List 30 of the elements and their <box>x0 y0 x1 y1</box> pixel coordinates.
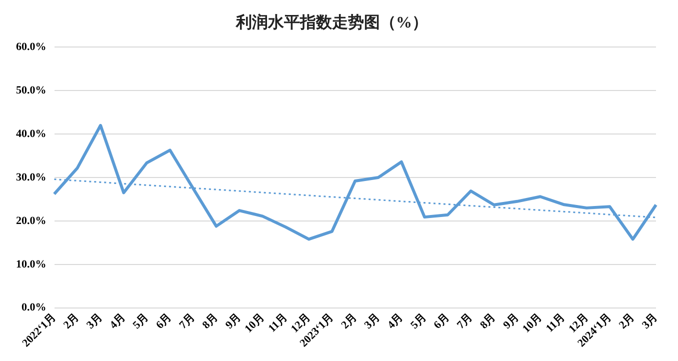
x-tick-label: 4月 <box>108 311 128 332</box>
y-tick-label: 40.0% <box>16 128 46 140</box>
y-tick-label: 50.0% <box>16 84 46 96</box>
chart-title: 利润水平指数走势图（%） <box>235 14 428 32</box>
x-tick-label: 9月 <box>223 311 244 332</box>
y-tick-label: 10.0% <box>16 258 46 270</box>
y-tick-label: 60.0% <box>16 41 46 54</box>
x-tick-label: 5月 <box>130 311 151 332</box>
x-tick-label: 2月 <box>616 311 637 332</box>
x-tick-label: 10月 <box>520 311 544 336</box>
x-tick-label: 3月 <box>362 311 382 332</box>
x-tick-label: 8月 <box>200 311 220 332</box>
x-tick-label: 2月 <box>339 311 360 332</box>
y-tick-label: 20.0% <box>16 214 46 227</box>
x-tick-label: 3月 <box>84 311 105 332</box>
x-tick-label: 7月 <box>454 311 475 332</box>
x-tick-label: 4月 <box>385 311 406 332</box>
y-tick-label: 0.0% <box>22 302 46 314</box>
x-tick-label: 5月 <box>408 311 429 332</box>
x-tick-label: 3月 <box>640 311 660 332</box>
x-tick-label: 7月 <box>177 311 198 332</box>
x-tick-label: 6月 <box>432 311 452 332</box>
x-tick-label: 8月 <box>478 311 498 332</box>
y-tick-label: 30.0% <box>16 171 46 184</box>
x-tick-label: 6月 <box>154 311 174 332</box>
x-tick-label: 9月 <box>501 311 522 332</box>
x-tick-label: 10月 <box>242 311 267 336</box>
x-tick-label: 11月 <box>266 311 290 335</box>
x-tick-label: 2月 <box>61 311 82 332</box>
x-tick-label: 11月 <box>544 311 568 335</box>
